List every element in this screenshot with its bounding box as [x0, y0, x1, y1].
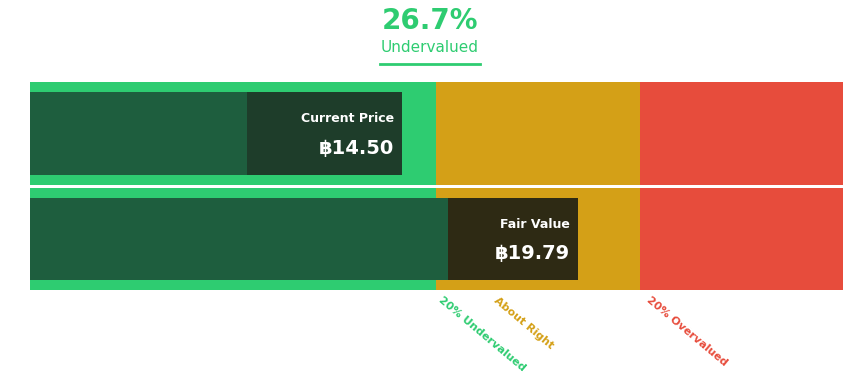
Bar [639, 82, 842, 185]
Text: ฿14.50: ฿14.50 [319, 139, 394, 158]
Text: 20% Overvalued: 20% Overvalued [644, 295, 728, 368]
Text: Fair Value: Fair Value [499, 218, 569, 231]
Bar [30, 92, 402, 175]
Text: About Right: About Right [492, 295, 555, 350]
Bar [247, 92, 402, 175]
Text: Current Price: Current Price [301, 112, 394, 125]
Bar [436, 188, 639, 290]
Bar [30, 82, 436, 185]
Text: Undervalued: Undervalued [381, 40, 479, 55]
Text: 20% Undervalued: 20% Undervalued [436, 295, 527, 373]
Bar [639, 188, 842, 290]
Bar [30, 188, 436, 290]
Bar [30, 198, 538, 280]
Text: 26.7%: 26.7% [382, 7, 478, 35]
Text: ฿19.79: ฿19.79 [494, 244, 569, 263]
Bar [447, 198, 578, 280]
Bar [436, 82, 639, 185]
